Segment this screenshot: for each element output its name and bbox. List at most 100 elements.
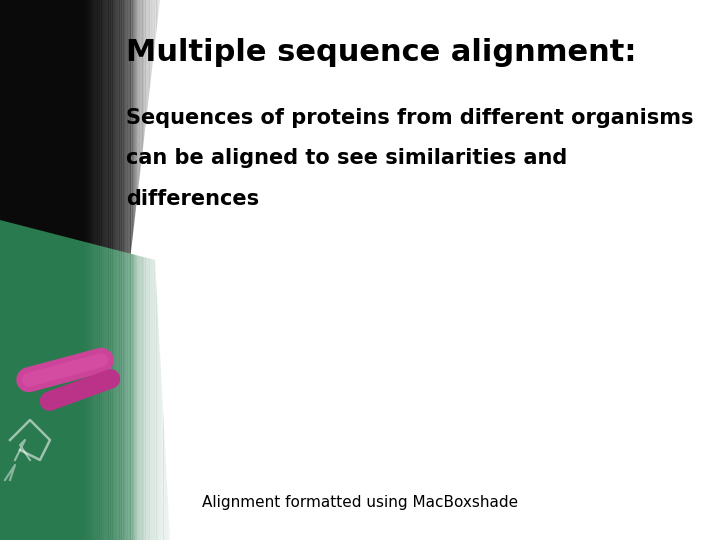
Bar [175, 0, 179, 540]
Bar [201, 0, 207, 540]
Bar [84, 0, 91, 540]
Bar [113, 0, 119, 540]
Bar [175, 0, 181, 540]
Bar [140, 0, 145, 540]
Bar [212, 0, 220, 540]
Bar [138, 0, 143, 540]
Bar [194, 0, 200, 540]
Bar [181, 0, 187, 540]
Bar [142, 0, 148, 540]
Bar [132, 0, 137, 540]
Bar [179, 0, 183, 540]
Bar [191, 0, 199, 540]
Bar [100, 0, 106, 540]
Bar [147, 0, 150, 540]
Bar [166, 0, 172, 540]
Bar [176, 0, 180, 540]
Bar [170, 0, 178, 540]
Bar [190, 0, 194, 540]
Bar [171, 0, 174, 540]
Bar [111, 0, 117, 540]
Bar [184, 0, 189, 540]
Bar [218, 0, 226, 540]
Bar [163, 0, 170, 540]
Bar [200, 0, 720, 540]
Bar [122, 0, 130, 540]
Bar [158, 0, 162, 540]
Bar [185, 0, 193, 540]
Bar [194, 0, 202, 540]
Bar [159, 0, 163, 540]
Bar [146, 0, 154, 540]
Bar [93, 0, 99, 540]
Bar [207, 0, 214, 540]
Bar [151, 0, 155, 540]
Bar [95, 0, 102, 540]
Bar [172, 0, 179, 540]
Bar [186, 0, 190, 540]
Bar [128, 0, 136, 540]
Bar [174, 0, 177, 540]
Polygon shape [0, 0, 160, 540]
Bar [197, 0, 202, 540]
Bar [166, 0, 171, 540]
Text: Multiple sequence alignment:: Multiple sequence alignment: [126, 38, 636, 67]
Bar [194, 0, 199, 540]
Bar [148, 0, 152, 540]
Bar [152, 0, 160, 540]
Bar [130, 0, 134, 540]
Bar [187, 0, 192, 540]
Bar [161, 0, 167, 540]
Bar [149, 0, 157, 540]
Bar [155, 0, 163, 540]
Bar [138, 0, 143, 540]
Bar [181, 0, 184, 540]
Bar [140, 0, 144, 540]
Bar [188, 0, 196, 540]
Bar [179, 0, 187, 540]
Bar [132, 0, 139, 540]
Bar [224, 0, 232, 540]
Bar [124, 0, 130, 540]
Bar [196, 0, 200, 540]
Bar [181, 0, 186, 540]
Bar [172, 0, 176, 540]
Bar [104, 0, 110, 540]
Bar [109, 0, 114, 540]
Bar [167, 0, 175, 540]
Bar [135, 0, 141, 540]
Bar [150, 0, 153, 540]
Bar [125, 0, 133, 540]
Bar [158, 0, 166, 540]
Bar [134, 0, 138, 540]
Bar [183, 0, 187, 540]
Bar [137, 0, 145, 540]
Bar [145, 0, 150, 540]
Bar [89, 0, 95, 540]
Bar [189, 0, 193, 540]
Bar [116, 0, 124, 540]
Bar [137, 0, 141, 540]
Bar [132, 0, 135, 540]
Bar [146, 0, 152, 540]
Bar [144, 0, 148, 540]
Bar [128, 0, 135, 540]
Bar [135, 0, 140, 540]
Bar [179, 0, 185, 540]
Bar [144, 0, 150, 540]
Bar [143, 0, 147, 540]
Bar [200, 0, 208, 540]
Text: differences: differences [126, 189, 259, 209]
Bar [134, 0, 142, 540]
Bar [162, 0, 166, 540]
Bar [206, 0, 214, 540]
Bar [155, 0, 161, 540]
Bar [102, 0, 108, 540]
Bar [164, 0, 172, 540]
Bar [122, 0, 128, 540]
Bar [168, 0, 174, 540]
Polygon shape [0, 220, 170, 540]
Bar [209, 0, 217, 540]
Text: Alignment formatted using MacBoxshade: Alignment formatted using MacBoxshade [202, 495, 518, 510]
Bar [113, 0, 121, 540]
